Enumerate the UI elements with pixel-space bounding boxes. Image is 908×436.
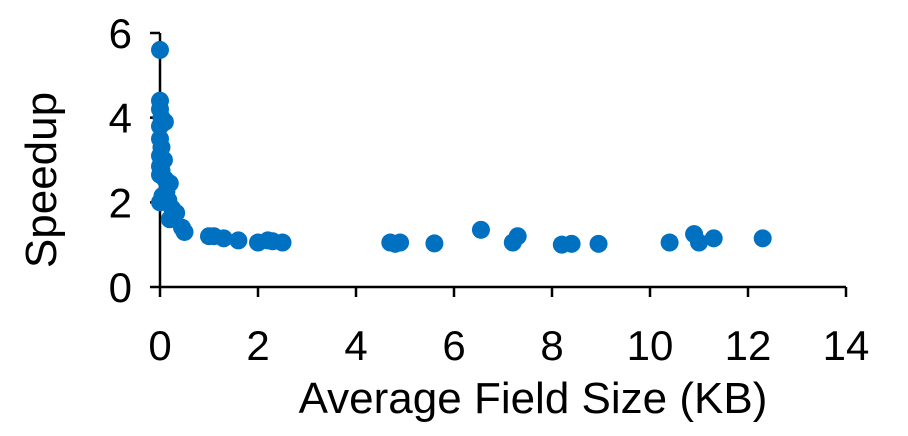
y-tick-label: 4 [109, 95, 132, 142]
x-tick-label: 8 [540, 322, 563, 369]
y-ticks: 0 2 4 6 [109, 10, 160, 311]
data-point [690, 233, 708, 252]
x-tick-label: 10 [627, 322, 674, 369]
data-point [151, 40, 169, 59]
y-tick-label: 6 [109, 10, 132, 57]
x-axis-title: Average Field Size (KB) [299, 374, 768, 423]
data-point [660, 233, 679, 252]
y-axis-title: Speedup [17, 92, 66, 268]
x-tick-label: 4 [344, 322, 367, 369]
data-point [589, 234, 608, 253]
data-point [425, 234, 444, 253]
data-point [391, 233, 410, 252]
x-tick-label: 14 [823, 322, 870, 369]
x-ticks: 0 2 4 6 8 10 12 14 [148, 287, 869, 369]
y-tick-label: 2 [109, 179, 132, 226]
data-point [229, 231, 248, 250]
data-point [562, 234, 581, 253]
data-point [155, 112, 174, 131]
data-points [151, 40, 772, 254]
data-point [175, 222, 194, 241]
x-tick-label: 2 [246, 322, 269, 369]
x-tick-label: 0 [148, 322, 171, 369]
x-tick-label: 12 [725, 322, 772, 369]
data-point [471, 220, 490, 239]
x-tick-label: 6 [442, 322, 465, 369]
data-point [508, 227, 527, 246]
data-point [273, 233, 292, 252]
data-point [753, 229, 772, 248]
y-tick-label: 0 [109, 264, 132, 311]
data-point [704, 229, 723, 248]
data-point [214, 229, 233, 248]
